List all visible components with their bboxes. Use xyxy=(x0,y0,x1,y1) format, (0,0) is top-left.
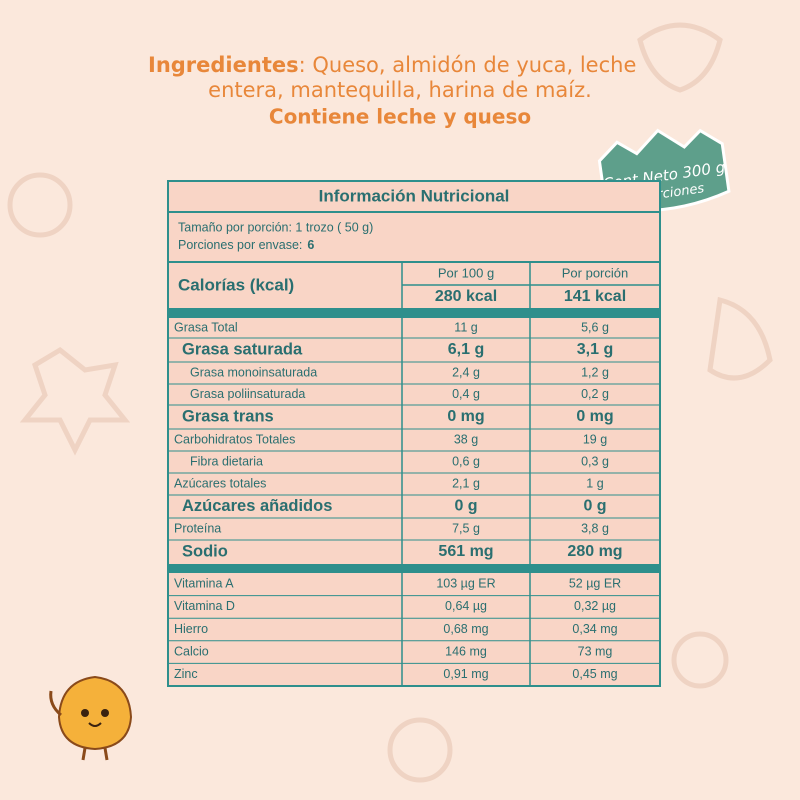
row-value: 0 mg xyxy=(576,408,613,425)
ingredients-label: Ingredientes xyxy=(148,53,299,77)
servings-label: Porciones por envase: xyxy=(178,238,302,252)
row-value: 73 mg xyxy=(578,644,613,658)
calories-value: 280 kcal xyxy=(435,288,497,305)
row-label: Sodio xyxy=(182,542,228,560)
row-value: 0,91 mg xyxy=(443,667,488,681)
row-value: 0,3 g xyxy=(581,454,609,468)
row-label: Grasa saturada xyxy=(182,340,303,358)
row-label: Grasa Total xyxy=(174,320,238,334)
mascot xyxy=(49,675,133,761)
row-value: 11 g xyxy=(454,320,477,334)
row-label: Azúcares totales xyxy=(174,476,266,490)
row-label: Hierro xyxy=(174,622,208,636)
calories-label: Calorías (kcal) xyxy=(178,275,294,294)
servings-value: 6 xyxy=(307,238,314,252)
row-value: 2,1 g xyxy=(452,476,480,490)
row-label: Vitamina A xyxy=(174,577,234,591)
row-value: 38 g xyxy=(454,432,478,446)
row-value: 0 g xyxy=(583,498,606,515)
row-value: 3,1 g xyxy=(577,341,613,358)
row-label: Proteína xyxy=(174,521,221,535)
row-value: 0 g xyxy=(454,498,477,515)
row-value: 1,2 g xyxy=(581,365,609,379)
servings: Porciones por envase: 6 xyxy=(178,238,314,252)
nutrition-table: Información Nutricional Tamaño por porci… xyxy=(167,180,661,687)
row-label: Grasa trans xyxy=(182,407,274,425)
row-label: Grasa poliinsaturada xyxy=(190,387,305,401)
row-value: 2,4 g xyxy=(452,365,480,379)
row-value: 146 mg xyxy=(445,644,487,658)
ingredients-text: : Queso, almidón de yuca, leche xyxy=(299,53,637,77)
row-label: Calcio xyxy=(174,644,209,658)
row-value: 0,68 mg xyxy=(443,622,488,636)
row-value: 561 mg xyxy=(438,543,493,560)
row-value: 0,64 µg xyxy=(445,599,487,613)
row-value: 0,34 mg xyxy=(572,622,617,636)
row-value: 0,45 mg xyxy=(572,667,617,681)
allergens: Contiene leche y queso xyxy=(269,105,531,129)
row-value: 19 g xyxy=(583,432,607,446)
row-value: 3,8 g xyxy=(581,521,609,535)
row-value: 1 g xyxy=(586,476,603,490)
thick-bar xyxy=(168,564,660,573)
column-header: Por 100 g xyxy=(438,265,494,280)
column-header: Por porción xyxy=(562,265,628,280)
row-label: Fibra dietaria xyxy=(190,454,263,468)
ingredients-line1: Ingredientes: Queso, almidón de yuca, le… xyxy=(148,53,636,77)
row-value: 0 mg xyxy=(447,408,484,425)
row-value: 7,5 g xyxy=(452,521,480,535)
row-label: Zinc xyxy=(174,667,198,681)
calories-value: 141 kcal xyxy=(564,288,626,305)
serving-size: Tamaño por porción: 1 trozo ( 50 g) xyxy=(178,220,373,234)
row-value: 0,2 g xyxy=(581,387,609,401)
ingredients-line2: entera, mantequilla, harina de maíz. xyxy=(208,78,592,102)
row-value: 52 µg ER xyxy=(569,577,621,591)
row-value: 280 mg xyxy=(567,543,622,560)
thick-bar xyxy=(168,308,660,318)
row-label: Vitamina D xyxy=(174,599,235,613)
doodles xyxy=(7,22,773,783)
row-value: 0,6 g xyxy=(452,454,480,468)
row-value: 6,1 g xyxy=(448,341,484,358)
row-value: 103 µg ER xyxy=(436,577,495,591)
row-value: 5,6 g xyxy=(581,320,609,334)
table-title: Información Nutricional xyxy=(319,186,510,205)
table-frame xyxy=(167,180,661,687)
row-label: Grasa monoinsaturada xyxy=(190,365,317,379)
row-label: Azúcares añadidos xyxy=(182,497,332,515)
row-value: 0,4 g xyxy=(452,387,480,401)
row-label: Carbohidratos Totales xyxy=(174,432,295,446)
row-value: 0,32 µg xyxy=(574,599,616,613)
